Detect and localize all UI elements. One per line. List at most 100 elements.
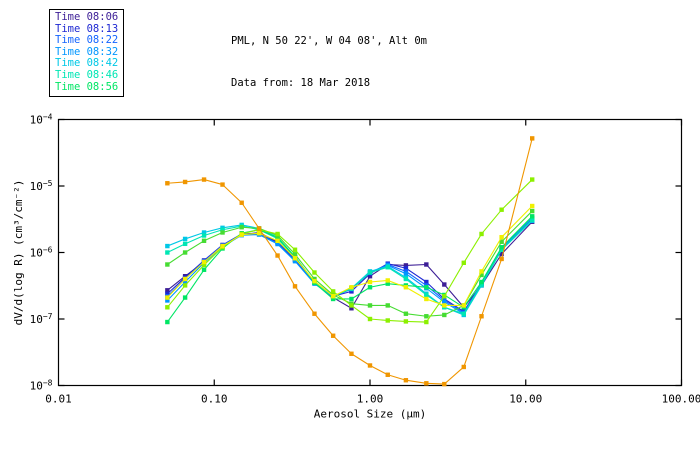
data-point-marker [499,234,504,240]
data-point-marker [201,230,207,235]
data-point-marker [479,272,484,278]
legend-item-5: Time 08:46 [55,68,119,81]
series-9 [165,203,535,308]
data-point-marker [165,181,170,186]
data-point-marker [367,303,373,308]
data-point-marker [499,239,504,244]
data-point-marker [424,381,429,386]
y-tick-label: 10−6 [30,246,53,260]
x-tick-label: 10.00 [509,393,542,406]
series-line [167,221,533,309]
data-point-marker [256,231,262,236]
data-point-marker [165,305,170,310]
data-point-marker [461,260,466,265]
data-point-marker [424,262,429,267]
data-point-marker [165,262,170,267]
data-point-marker [312,279,317,284]
data-point-marker [182,276,188,282]
x-tick-label: 100.00 [662,393,700,406]
data-point-marker [461,364,466,370]
data-point-marker [442,303,447,308]
data-point-marker [442,381,447,387]
series-line [166,205,533,306]
data-point-marker [479,314,484,319]
data-point-marker [330,289,336,294]
data-point-marker [349,303,354,308]
data-point-marker [424,314,429,319]
data-point-marker [403,276,409,282]
data-point-marker [165,291,170,296]
data-point-marker [292,247,298,252]
data-point-marker [220,182,225,187]
data-point-marker [239,200,244,205]
data-point-marker [349,351,354,356]
data-point-marker [312,270,317,275]
data-point-marker [367,279,373,285]
data-point-marker [220,230,225,235]
data-point-marker [403,263,409,268]
data-point-marker [479,282,484,287]
data-point-marker [165,298,170,303]
data-point-marker [239,232,244,237]
data-point-marker [403,266,409,271]
legend-item-2: Time 08:22 [55,34,119,47]
data-point-marker [499,207,504,212]
data-point-marker [479,279,484,285]
data-point-marker [292,252,298,257]
data-point-marker [367,274,373,279]
data-point-marker [424,285,429,290]
data-point-marker [182,283,188,288]
data-point-marker [499,251,504,257]
data-point-marker [442,312,447,318]
series-10 [165,136,535,387]
data-point-marker [165,288,170,293]
data-point-marker [220,227,225,232]
legend-item-1: Time 08:13 [55,22,119,35]
data-point-marker [349,306,354,311]
data-point-marker [182,179,188,185]
data-point-marker [201,259,207,265]
data-point-marker [165,295,170,300]
series-line [167,138,533,385]
data-point-marker [292,284,298,289]
data-point-marker [479,269,484,274]
plot-frame [57,118,683,387]
data-point-marker [530,217,535,223]
data-point-marker [403,269,409,274]
data-point-marker [385,281,390,286]
data-point-marker [479,231,484,237]
data-point-marker [367,363,373,368]
data-point-marker [201,238,207,243]
data-point-marker [442,299,447,305]
data-point-marker [403,285,409,290]
data-point-marker [312,311,317,316]
data-point-marker [201,267,207,272]
data-point-marker [182,279,188,285]
series-line [167,219,533,315]
data-point-marker [165,250,170,255]
data-point-marker [385,303,390,308]
data-point-marker [239,225,244,230]
chart-title-line2: Data from: 18 Mar 2018 [231,77,371,89]
data-point-marker [275,241,280,247]
data-point-marker [530,208,535,214]
legend-box: Time 08:06 Time 08:13 Time 08:22 Time 08… [49,9,124,97]
y-tick-label: 10−8 [30,379,53,393]
data-point-marker [385,278,390,283]
legend-item-6: Time 08:56 [55,80,119,93]
series-line [166,179,533,323]
data-point-marker [403,378,409,383]
series-line [167,210,533,317]
data-point-marker [385,318,390,323]
data-point-marker [367,270,373,275]
data-point-marker [461,311,466,316]
x-axis-title: Aerosol Size (μm) [314,408,427,421]
data-point-marker [330,294,336,299]
chart-title-block: PML, N 50 22', W 04 08', Alt 0m Data fro… [231,6,427,118]
data-point-marker [385,372,390,377]
data-point-marker [530,203,535,209]
data-point-marker [499,256,504,262]
data-point-marker [275,231,280,237]
